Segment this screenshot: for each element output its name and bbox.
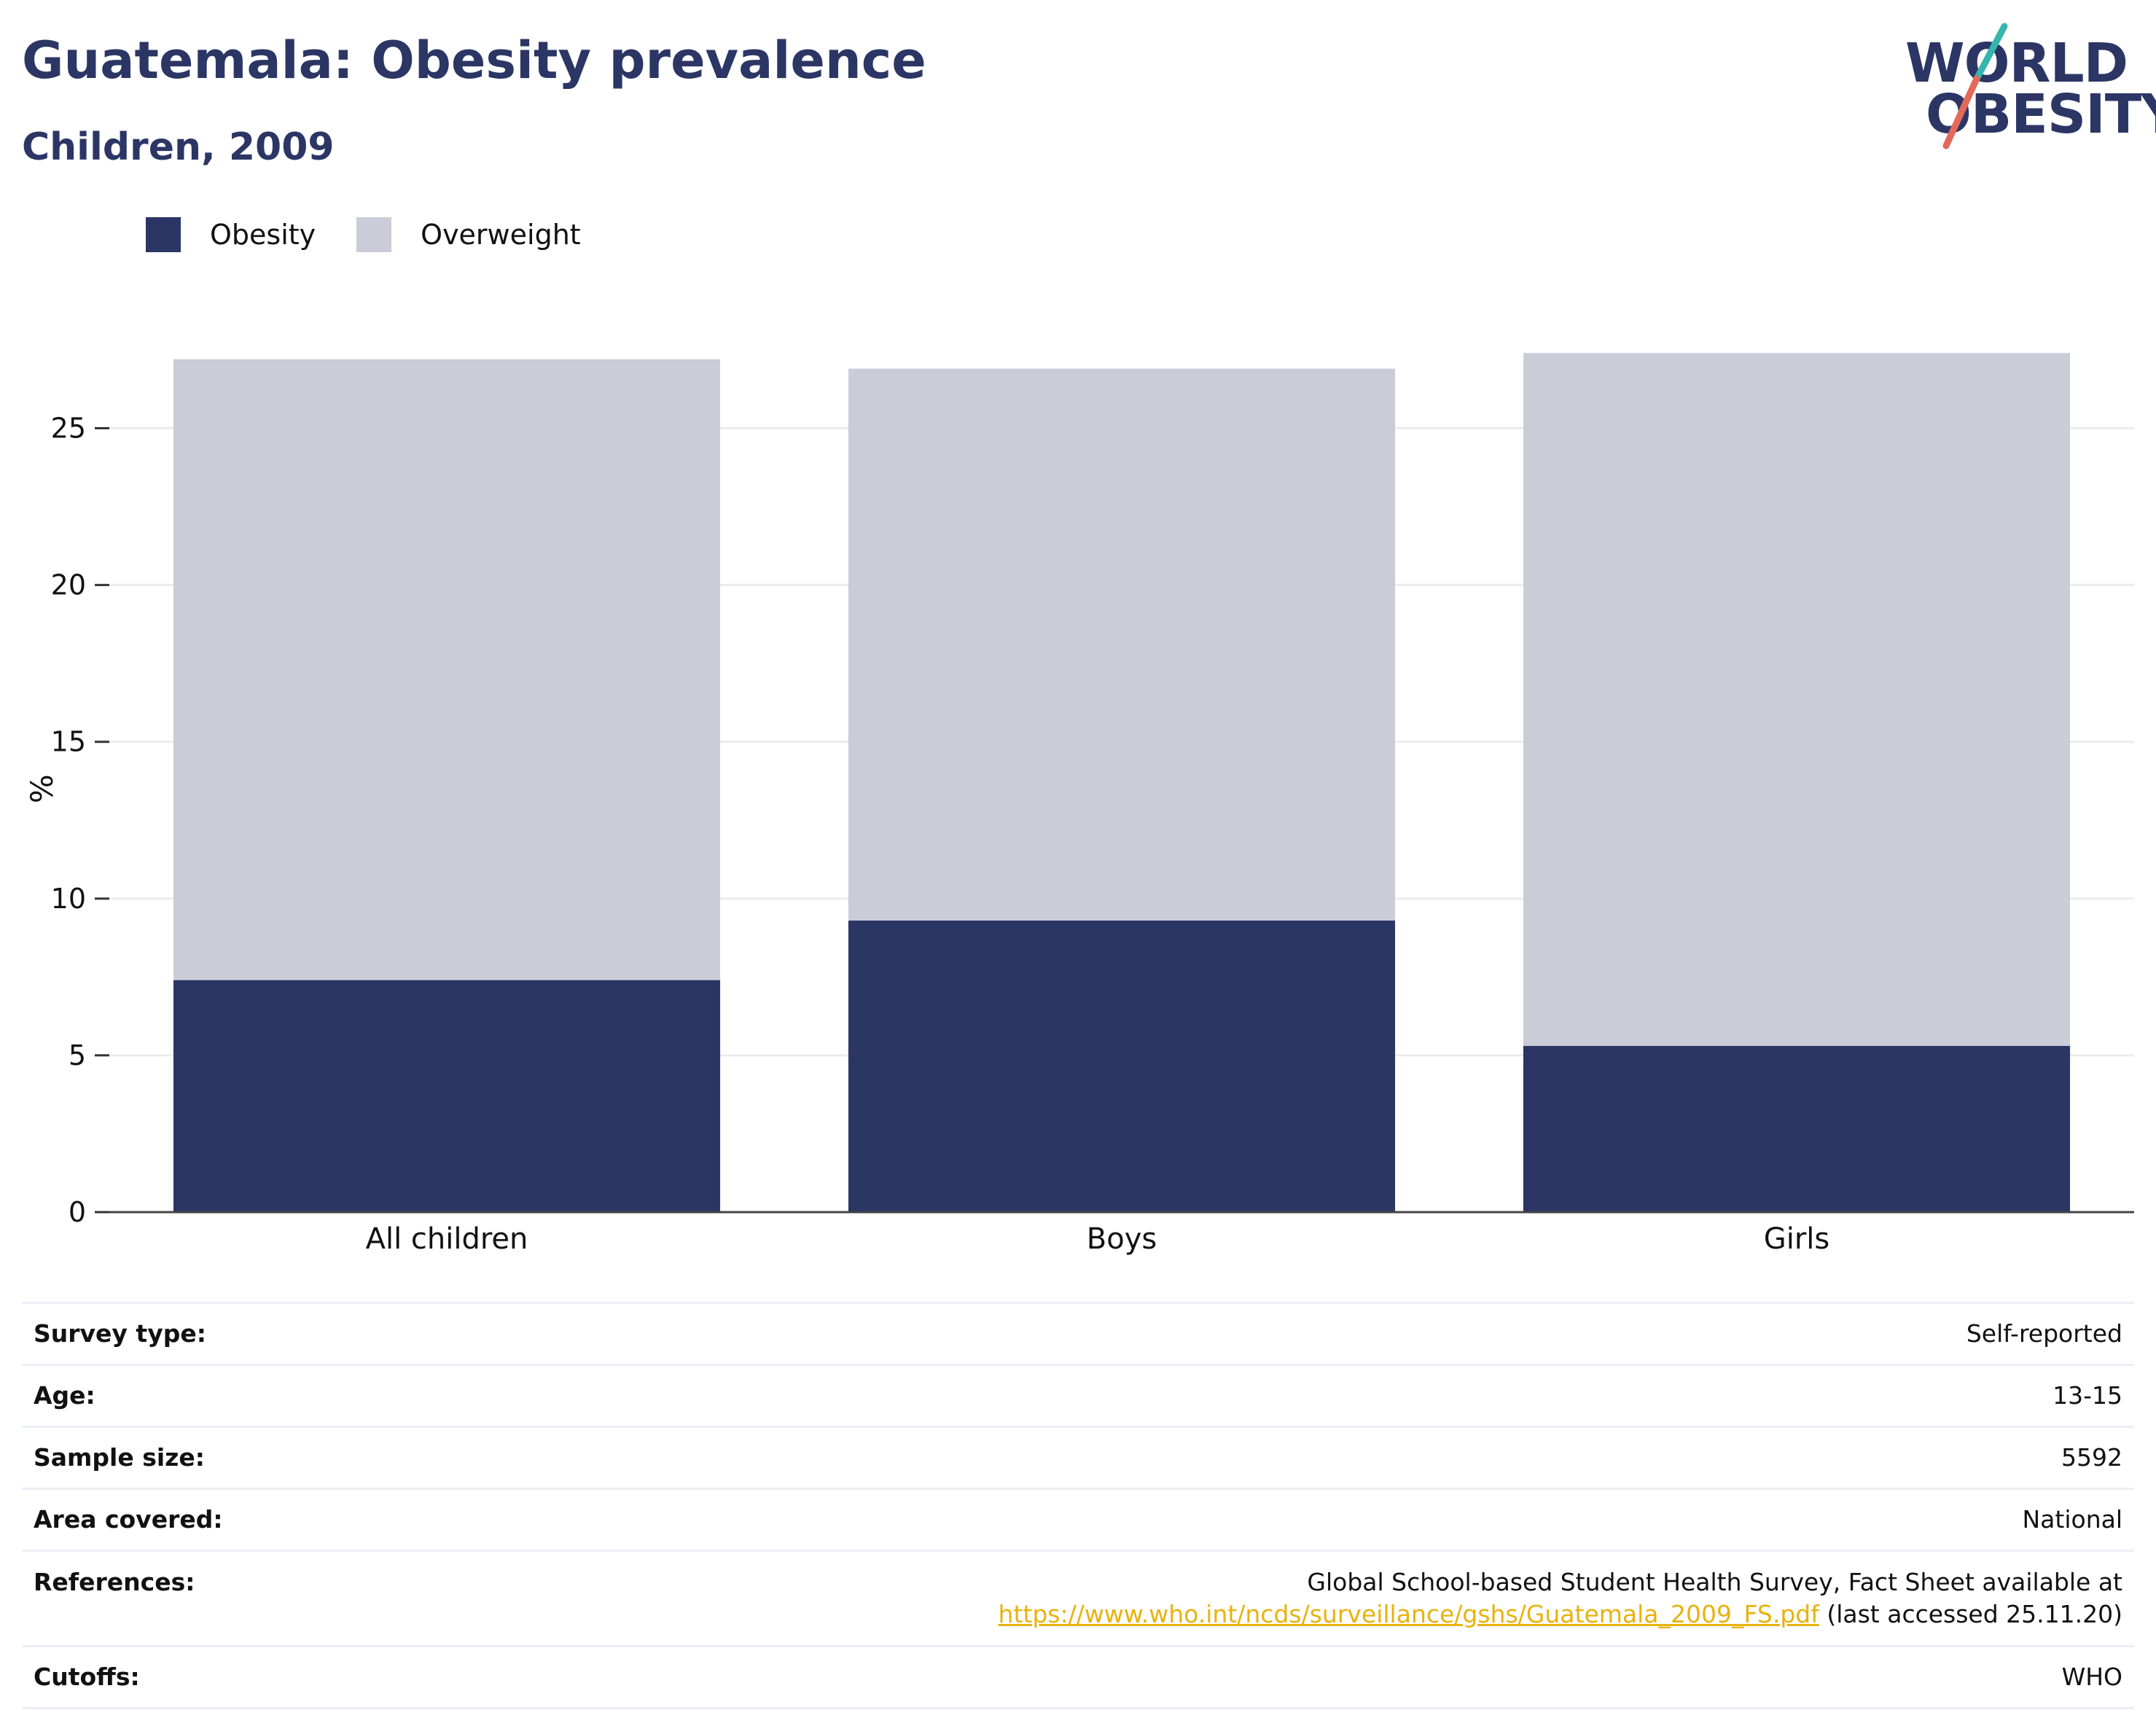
info-row-age: Age: 13-15	[22, 1364, 2134, 1427]
info-row-sample-size: Sample size: 5592	[22, 1426, 2134, 1489]
reference-link[interactable]: https://www.who.int/ncds/surveillance/gs…	[998, 1600, 1819, 1628]
info-key: Sample size:	[22, 1426, 656, 1489]
info-value: Self-reported	[655, 1302, 2134, 1365]
info-row-references: References: Global School-based Student …	[22, 1550, 2134, 1647]
x-tick-label: Boys	[1087, 1222, 1157, 1256]
legend-label-overweight: Overweight	[421, 219, 581, 251]
legend-item-overweight[interactable]: Overweight	[356, 217, 581, 252]
reference-text: Global School-based Student Health Surve…	[1307, 1568, 2122, 1596]
world-obesity-logo: WORLD OBESITY	[1895, 20, 2156, 159]
legend-item-obesity[interactable]: Obesity	[146, 217, 316, 252]
y-tick-label: 0	[69, 1196, 86, 1228]
legend-swatch-obesity	[146, 217, 181, 252]
y-axis-label: %	[24, 774, 60, 803]
info-row-area-covered: Area covered: National	[22, 1488, 2134, 1551]
page-title: Guatemala: Obesity prevalence	[22, 31, 926, 90]
logo-slash-icon	[1942, 23, 2008, 149]
x-tick-label: Girls	[1764, 1222, 1830, 1256]
y-tick-label: 5	[69, 1039, 86, 1071]
legend-swatch-overweight	[356, 217, 392, 252]
stacked-bar-chart: 0 5 10 15 20 25% All children Boys Girls	[24, 353, 2134, 1256]
info-row-survey-type: Survey type: Self-reported	[22, 1302, 2134, 1365]
y-tick-label: 25	[51, 413, 86, 445]
page-subtitle: Children, 2009	[22, 125, 335, 169]
bar-overweight-all-children	[173, 359, 721, 980]
info-value: Global School-based Student Health Surve…	[655, 1550, 2134, 1647]
survey-info-table: Survey type: Self-reported Age: 13-15 Sa…	[22, 1302, 2134, 1709]
info-value: 5592	[655, 1426, 2134, 1489]
bar-overweight-boys	[848, 368, 1396, 921]
info-key: Area covered:	[22, 1488, 656, 1551]
y-tick-label: 10	[51, 883, 86, 915]
info-value: National	[655, 1488, 2134, 1551]
info-key: Age:	[22, 1364, 656, 1427]
info-value: WHO	[655, 1645, 2134, 1709]
bar-overweight-girls	[1523, 353, 2071, 1047]
info-key: Survey type:	[22, 1302, 656, 1365]
chart-legend: Obesity Overweight	[146, 217, 622, 252]
x-tick-label: All children	[366, 1222, 528, 1256]
reference-suffix: (last accessed 25.11.20)	[1819, 1600, 2122, 1628]
info-key: Cutoffs:	[22, 1645, 656, 1709]
y-tick-label: 15	[51, 726, 86, 758]
bar-obesity-all-children	[173, 980, 721, 1212]
info-value: 13-15	[655, 1364, 2134, 1427]
bar-obesity-boys	[848, 920, 1396, 1212]
logo-line-2: OBESITY	[1926, 83, 2156, 146]
legend-label-obesity: Obesity	[210, 219, 316, 251]
y-tick-label: 20	[51, 569, 86, 601]
bar-obesity-girls	[1523, 1046, 2071, 1212]
info-row-cutoffs: Cutoffs: WHO	[22, 1645, 2134, 1709]
info-key: References:	[22, 1550, 656, 1647]
logo-line-1: WORLD	[1905, 32, 2128, 95]
